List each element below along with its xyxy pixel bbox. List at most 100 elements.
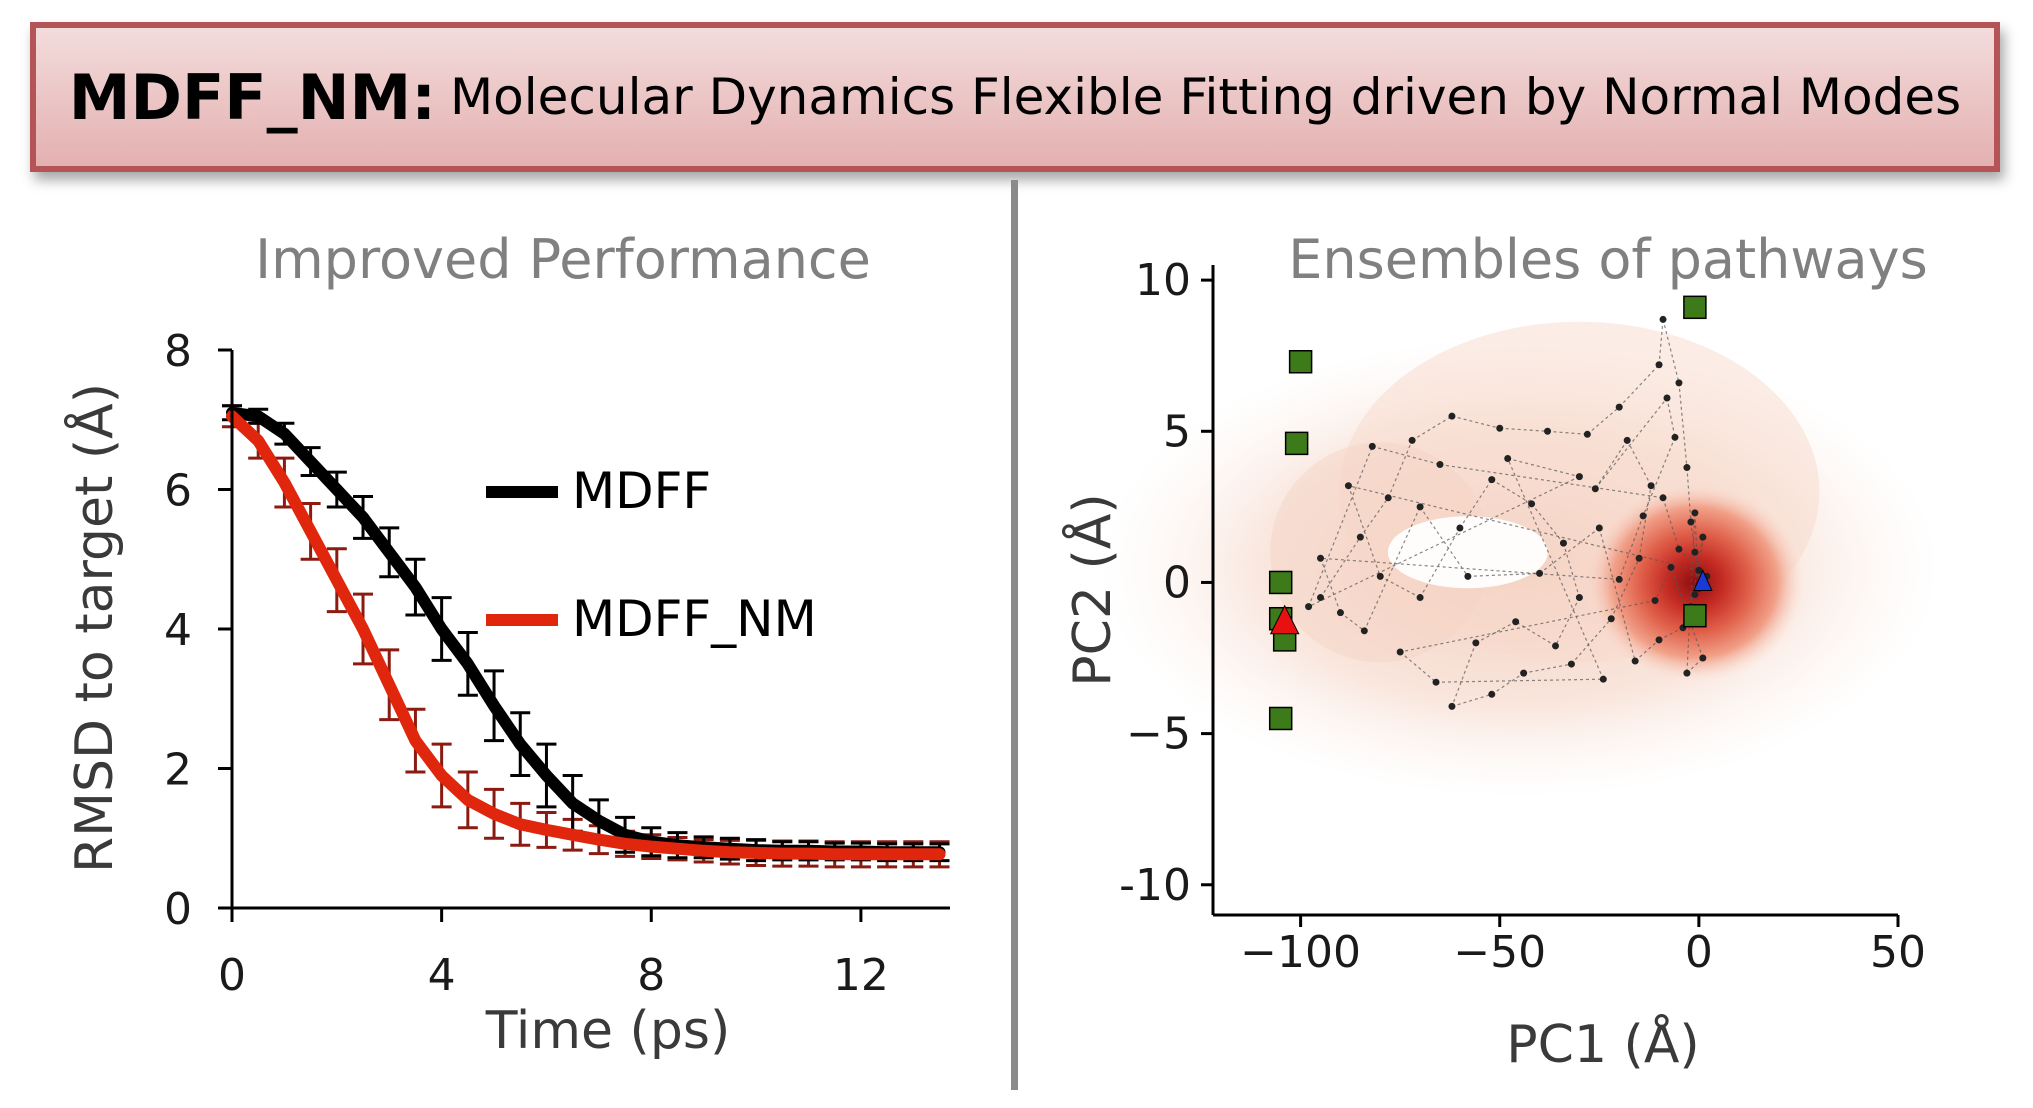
pathway-point [1615,403,1623,411]
right-y-label: PC2 (Å) [1061,493,1123,686]
y-tick-label: 0 [1163,557,1191,608]
panel-divider [1011,180,1018,1090]
pathway-point [1639,512,1647,520]
pathway-segment [1539,527,1600,574]
pathway-point [1384,494,1392,502]
target-triangle [1693,569,1713,591]
pathway-point [1675,545,1683,553]
pathway-point [1356,533,1364,541]
pathway-point [1464,572,1472,580]
pathway-point [1691,509,1699,517]
pathway-point [1536,569,1544,577]
pathway-segment [1610,558,1640,619]
pathway-segment [1436,678,1604,683]
pathway-point [1305,603,1313,611]
pathway-point [1336,609,1344,617]
endpoint-square [1268,570,1293,595]
pathway-segment [1626,440,1652,486]
pathway-segment [1491,672,1524,695]
pathway-segment [1686,657,1704,674]
pathway-segment [1594,397,1668,490]
pathway-segment [1347,485,1381,577]
pathway-segment [1359,497,1389,538]
pathway-segment [1340,612,1365,632]
y-tick-label: 2 [164,745,192,796]
endpoint-markers [1268,295,1713,731]
pathway-point [1699,533,1707,541]
y-tick-label: 8 [164,326,192,377]
pathway-segment [1491,479,1532,505]
rmsd-chart: Improved Performance 0 4 8 12 0 2 4 6 8 Time (ps… [63,228,950,1061]
pathway-point [1691,591,1699,599]
right-x-label: PC1 (Å) [1506,1013,1699,1075]
x-tick-label: 50 [1870,927,1926,978]
pathway-point [1512,618,1520,626]
left-x-label: Time (ps) [485,1001,730,1061]
pathway-segment [1411,415,1453,441]
pathway-segment [1547,430,1588,435]
pathway-segment [1658,627,1684,641]
pathway-point [1675,379,1683,387]
y-tick-label: 0 [164,884,192,935]
pathway-point [1659,315,1667,323]
pathway-point [1360,627,1368,635]
pathway-point [1659,494,1667,502]
pathway-segment [1662,319,1680,384]
pathway-segment [1618,515,1644,580]
pathway-segment [1320,557,1620,581]
y-tick-label: 6 [164,466,192,517]
x-tick-label: 4 [428,950,456,1001]
pathway-segment [1638,485,1652,559]
pathway-point [1655,636,1663,644]
density-hole [1387,516,1548,589]
pathway-segment [1459,479,1493,529]
pathway-segment [1694,576,1708,595]
pathway-point [1376,572,1384,580]
left-axis-ticks: 0 4 8 12 0 2 4 6 8 [164,326,889,1001]
pathway-segment [1419,527,1461,598]
pathway-point [1575,473,1583,481]
banner-title: MDFF_NM: [68,60,437,134]
x-tick-label: 0 [1685,927,1713,978]
pathway-segment [1531,503,1564,544]
title-banner: MDFF_NM: Molecular Dynamics Flexible Fit… [30,22,2000,172]
pathway-point [1575,594,1583,602]
pathway-point [1595,524,1603,532]
pathway-segment [1515,621,1556,647]
left-series-lines [226,406,946,861]
start-triangle [1269,604,1300,635]
pathway-segment [1690,521,1696,553]
y-tick-label: 10 [1135,255,1191,306]
pathway-segment [1666,397,1676,438]
pathway-segment [1523,663,1572,674]
pathway-point [1408,436,1416,444]
pathway-segment [1439,463,1664,499]
pathway-segment [1399,651,1437,683]
x-tick-label: 12 [833,950,889,1001]
pathway-segment [1570,618,1612,665]
pathway-segment [1387,440,1413,499]
pathway-segment [1658,319,1664,365]
pathway-point [1559,539,1567,547]
pathway-point [1448,702,1456,710]
pathway-point [1695,566,1703,574]
pathway-segment [1308,446,1373,607]
pathway-segment [1400,599,1656,653]
pathway-segment [1634,639,1660,662]
pathway-segment [1451,693,1492,707]
pathway-point [1591,485,1599,493]
pathway-point [1504,454,1512,462]
legend-label-mdff: MDFF [572,462,711,520]
y-tick-label: 4 [164,605,192,656]
endpoint-square [1284,431,1309,456]
pathway-point [1647,482,1655,490]
pathway-point [1671,433,1679,441]
y-tick-label: -10 [1119,860,1191,911]
left-y-label: RMSD to target (Å) [63,383,125,873]
endpoint-square [1268,706,1293,731]
pathway-point [1651,597,1659,605]
y-tick-label: −5 [1126,709,1191,760]
pathway-point [1615,575,1623,583]
pathway-segment [1363,506,1421,632]
